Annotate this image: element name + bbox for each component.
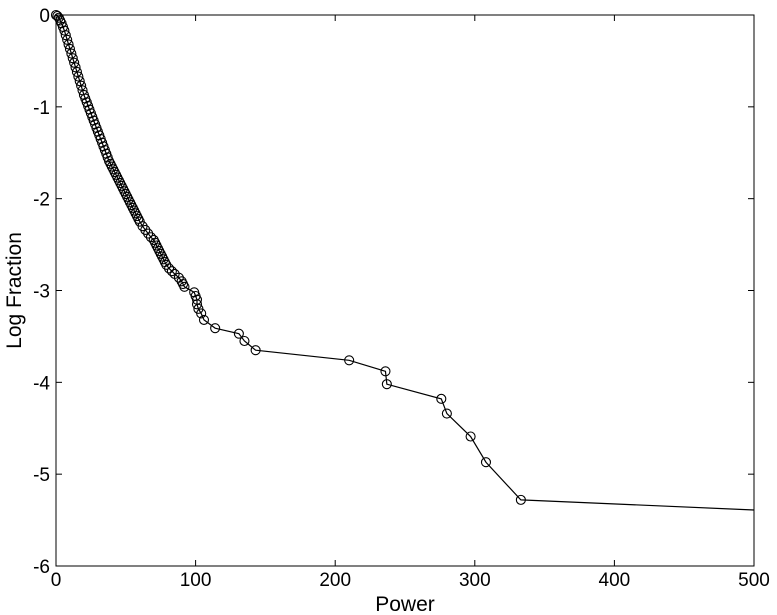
data-point bbox=[152, 243, 163, 254]
data-point bbox=[59, 25, 70, 36]
y-tick-label: -4 bbox=[33, 373, 50, 394]
data-point bbox=[191, 299, 203, 310]
data-point bbox=[441, 408, 452, 419]
data-point bbox=[380, 366, 391, 377]
data-point bbox=[106, 161, 117, 172]
y-tick-label: -6 bbox=[33, 557, 50, 578]
data-point bbox=[179, 281, 190, 292]
data-point bbox=[66, 48, 77, 59]
data-point bbox=[117, 183, 129, 194]
data-point bbox=[67, 53, 78, 64]
plot-frame bbox=[55, 14, 755, 567]
x-tick-label: 0 bbox=[51, 570, 62, 591]
x-axis-title: Power bbox=[375, 593, 435, 615]
x-tick-label: 100 bbox=[180, 570, 212, 591]
data-point bbox=[344, 355, 355, 366]
data-point bbox=[53, 12, 64, 23]
data-point bbox=[123, 194, 134, 205]
data-point bbox=[109, 166, 120, 178]
data-point bbox=[76, 80, 87, 91]
data-point bbox=[60, 30, 71, 41]
data-point bbox=[62, 34, 73, 45]
data-point bbox=[55, 15, 66, 26]
data-point bbox=[233, 328, 244, 339]
y-axis-title: Log Fraction bbox=[3, 232, 26, 349]
data-point bbox=[148, 234, 159, 246]
data-point bbox=[115, 178, 126, 189]
x-tick-label: 500 bbox=[738, 570, 770, 591]
y-tick-label: -5 bbox=[33, 465, 50, 486]
data-point bbox=[250, 345, 261, 356]
x-tick-label: 200 bbox=[319, 570, 351, 591]
data-point bbox=[465, 431, 476, 442]
data-point bbox=[150, 237, 161, 248]
y-tick-label: 0 bbox=[39, 6, 50, 27]
data-point bbox=[480, 457, 492, 468]
data-point bbox=[119, 186, 130, 197]
data-point bbox=[64, 43, 76, 55]
data-point bbox=[166, 266, 177, 277]
data-point bbox=[104, 155, 115, 167]
data-point bbox=[515, 494, 526, 505]
data-point bbox=[74, 76, 85, 87]
data-point bbox=[143, 228, 154, 239]
data-point bbox=[151, 240, 162, 251]
data-point bbox=[196, 308, 207, 319]
y-tick-label: -2 bbox=[33, 190, 50, 211]
data-point bbox=[110, 169, 122, 180]
data-point bbox=[137, 221, 148, 232]
data-point bbox=[131, 211, 143, 222]
data-point bbox=[113, 175, 124, 186]
data-point bbox=[112, 172, 123, 183]
data-point bbox=[108, 164, 119, 175]
data-point bbox=[130, 208, 141, 219]
data-point bbox=[69, 57, 80, 68]
data-point bbox=[133, 213, 144, 224]
data-point bbox=[155, 248, 166, 259]
data-point bbox=[154, 245, 165, 257]
data-point bbox=[177, 279, 189, 290]
data-point bbox=[239, 335, 250, 347]
y-tick-label: -3 bbox=[33, 282, 50, 303]
data-point bbox=[105, 158, 116, 169]
y-tick-label: -1 bbox=[33, 98, 50, 119]
data-point bbox=[71, 66, 82, 77]
data-point bbox=[127, 202, 138, 213]
data-point bbox=[124, 197, 136, 208]
data-point bbox=[70, 62, 81, 73]
data-point bbox=[436, 393, 447, 404]
x-tick-label: 300 bbox=[459, 570, 491, 591]
data-point bbox=[140, 224, 151, 235]
data-point bbox=[116, 180, 127, 191]
axis-ticks bbox=[55, 14, 755, 567]
data-point bbox=[158, 254, 169, 265]
data-point bbox=[198, 314, 210, 325]
data-point bbox=[164, 263, 175, 274]
data-point bbox=[210, 323, 221, 334]
data-point bbox=[73, 71, 84, 82]
axis-tick-labels: 0 100 200 300 400 500 0 -1 -2 -3 -4 -5 -6 bbox=[33, 6, 770, 591]
data-point bbox=[122, 191, 133, 202]
data-point bbox=[157, 251, 168, 262]
x-tick-label: 400 bbox=[599, 570, 631, 591]
data-point bbox=[161, 259, 172, 270]
data-point bbox=[120, 189, 131, 200]
data-point bbox=[126, 200, 137, 211]
data-point bbox=[381, 379, 392, 390]
series-markers bbox=[50, 9, 526, 505]
data-point bbox=[129, 205, 140, 216]
data-point bbox=[63, 39, 74, 50]
data-point bbox=[176, 276, 187, 287]
